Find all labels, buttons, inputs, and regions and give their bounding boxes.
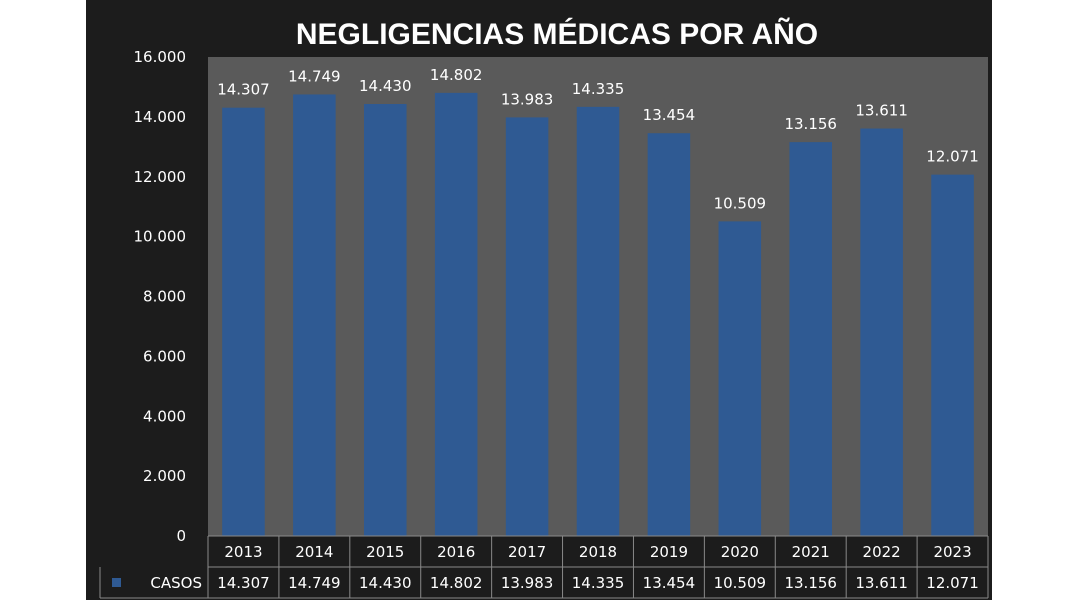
bar <box>860 128 903 536</box>
y-tick-label: 16.000 <box>134 48 187 66</box>
bar <box>434 92 478 537</box>
table-value-cell: 14.307 <box>217 574 269 592</box>
y-tick-label: 4.000 <box>143 407 186 425</box>
x-category-label: 2016 <box>437 543 475 561</box>
y-tick-label: 6.000 <box>143 347 186 365</box>
y-tick-label: 10.000 <box>134 228 187 246</box>
bars-group <box>222 92 974 537</box>
data-label: 14.802 <box>430 66 483 84</box>
table-value-cell: 14.802 <box>430 574 483 592</box>
y-tick-label: 0 <box>176 527 186 545</box>
table-value-cell: 12.071 <box>926 574 979 592</box>
data-label: 13.156 <box>784 115 837 133</box>
bar <box>505 117 549 536</box>
x-category-label: 2018 <box>579 543 617 561</box>
data-table: 2013 14.307 2014 14.749 2015 14.430 2016 14.802… <box>99 535 989 599</box>
x-category-label: 2017 <box>508 543 546 561</box>
table-value-cell: 13.983 <box>501 574 554 592</box>
x-category-label: 2022 <box>863 543 901 561</box>
chart-title: NEGLIGENCIAS MÉDICAS POR AÑO <box>296 17 818 51</box>
bar <box>931 174 974 536</box>
table-value-cell: 10.509 <box>714 574 767 592</box>
legend-key <box>112 578 121 587</box>
data-label: 14.749 <box>288 67 341 85</box>
bar <box>718 221 762 536</box>
bar <box>293 94 336 536</box>
bar <box>576 106 620 536</box>
data-label: 13.454 <box>643 106 696 124</box>
bar <box>647 133 691 536</box>
table-value-cell: 13.156 <box>784 574 837 592</box>
bar-chart: NEGLIGENCIAS MÉDICAS POR AÑO 0 2.000 4.000… <box>99 17 989 599</box>
data-label: 14.307 <box>217 81 269 99</box>
data-label: 14.430 <box>359 77 412 95</box>
x-category-label: 2023 <box>933 543 971 561</box>
data-label: 13.611 <box>855 102 908 120</box>
table-value-cell: 14.749 <box>288 574 341 592</box>
bar <box>222 107 265 536</box>
x-category-label: 2013 <box>224 543 262 561</box>
data-label: 14.335 <box>572 80 625 98</box>
data-label: 10.509 <box>714 194 767 212</box>
y-tick-label: 8.000 <box>143 288 186 306</box>
y-tick-label: 2.000 <box>143 467 186 485</box>
chart-frame: NEGLIGENCIAS MÉDICAS POR AÑO 0 2.000 4.000… <box>86 0 992 600</box>
x-category-label: 2019 <box>650 543 688 561</box>
bar <box>789 142 832 536</box>
y-tick-label: 14.000 <box>134 108 187 126</box>
x-category-label: 2021 <box>792 543 830 561</box>
table-value-cell: 13.454 <box>643 574 696 592</box>
data-labels-group: 14.307 14.749 14.430 14.802 13.983 14.335 13.4… <box>217 66 979 213</box>
table-value-cell: 14.335 <box>572 574 625 592</box>
data-label: 13.983 <box>501 90 554 108</box>
table-value-cell: 14.430 <box>359 574 412 592</box>
bar <box>364 104 407 536</box>
x-category-label: 2014 <box>295 543 333 561</box>
x-category-label: 2015 <box>366 543 404 561</box>
series-name-label: CASOS <box>150 574 202 592</box>
y-axis: 0 2.000 4.000 6.000 8.000 10.000 12.000 14.000 1… <box>134 48 187 545</box>
y-tick-label: 12.000 <box>134 168 187 186</box>
data-label: 12.071 <box>926 148 979 166</box>
x-category-label: 2020 <box>721 543 759 561</box>
table-value-cell: 13.611 <box>855 574 908 592</box>
